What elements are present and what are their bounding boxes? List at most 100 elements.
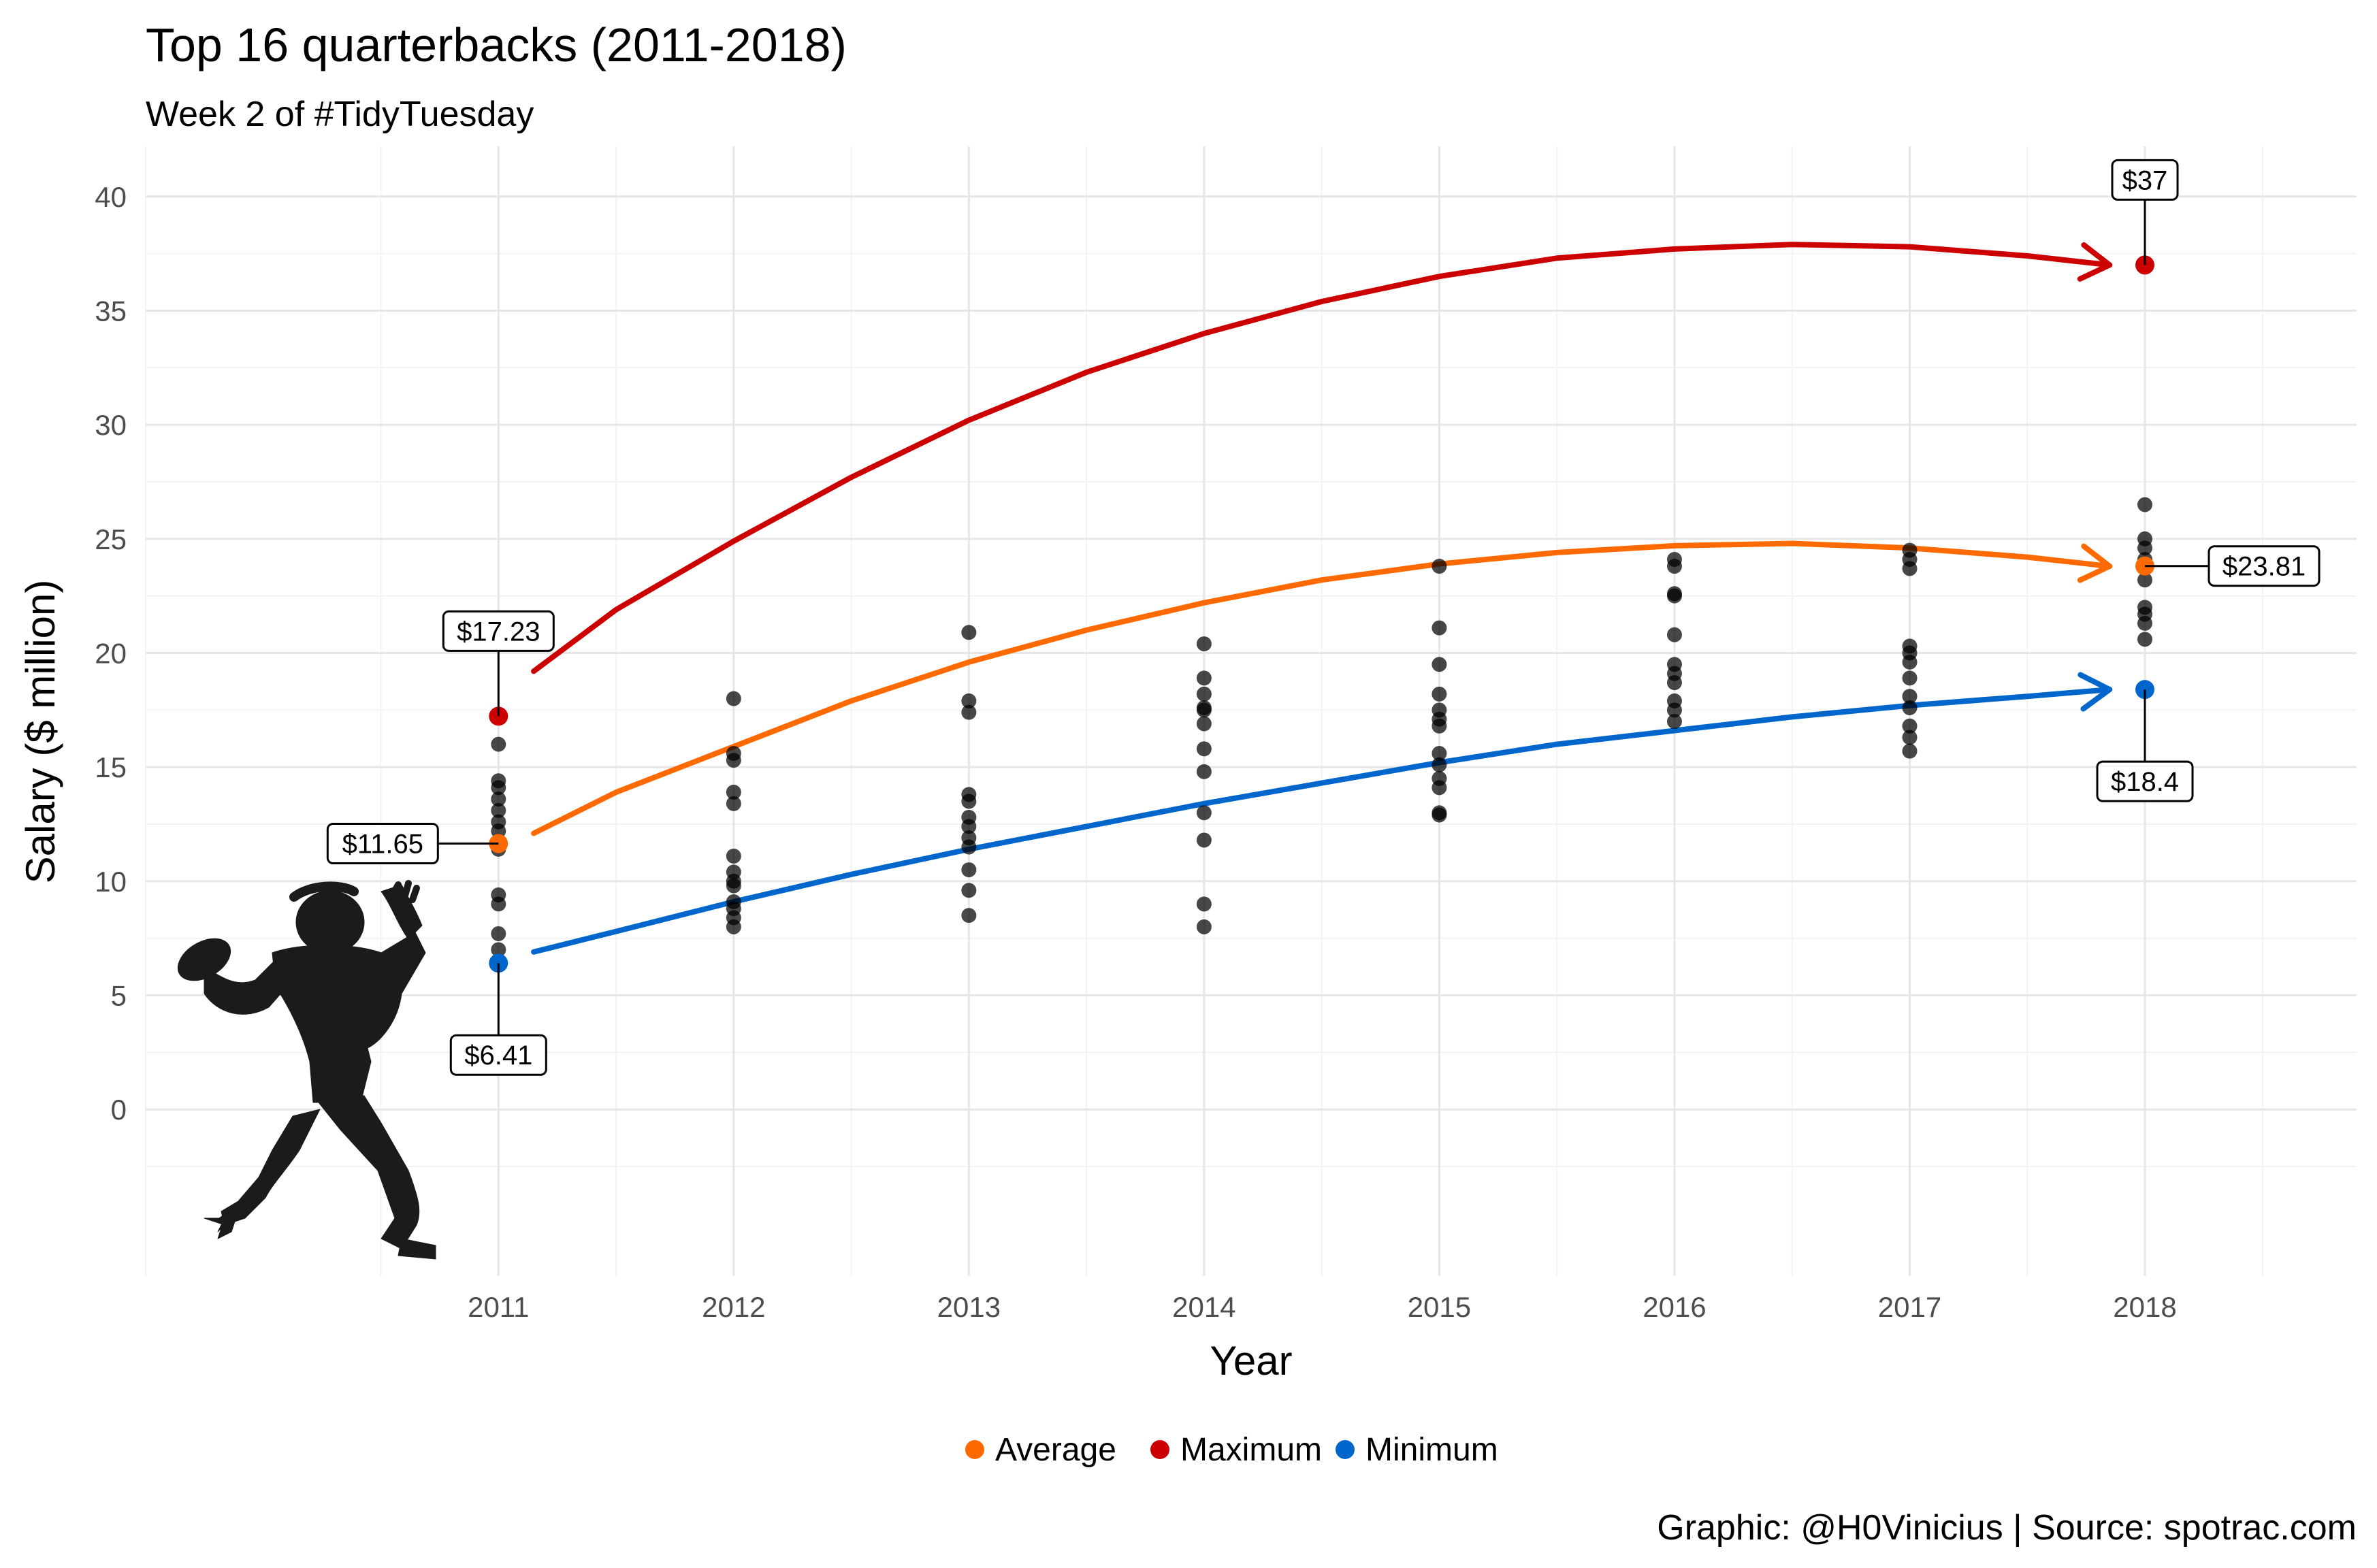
trend-curve-minimum — [531, 687, 2113, 955]
y-tick-label: 40 — [95, 181, 127, 213]
salary-point — [961, 883, 977, 898]
endpoint-labels: $17.23 $37 $11.65 $23.81 $6.41 $18.4 — [326, 159, 2321, 1076]
salary-point — [961, 819, 977, 834]
legend-swatch-minimum — [1336, 1440, 1355, 1459]
salary-point — [1432, 807, 1447, 823]
salary-point — [1432, 780, 1447, 796]
x-tick-label: 2011 — [468, 1291, 529, 1323]
salary-point — [1666, 714, 1682, 730]
salary-point — [491, 896, 506, 912]
salary-point — [491, 780, 506, 796]
salary-point — [1196, 636, 1212, 652]
salary-point — [726, 878, 741, 894]
salary-point — [1196, 764, 1212, 779]
chart-subtitle: Week 2 of #TidyTuesday — [146, 95, 534, 134]
endpoint-label: $23.81 — [2222, 552, 2306, 582]
salary-point — [1432, 757, 1447, 772]
salary-point — [726, 785, 741, 800]
x-tick-label: 2013 — [937, 1291, 1001, 1323]
salary-point — [2137, 540, 2153, 556]
y-tick-label: 30 — [95, 409, 127, 441]
salary-point — [1902, 670, 1918, 686]
endpoint-label: $6.41 — [464, 1041, 532, 1071]
label-box — [442, 610, 555, 652]
arrowhead-average — [2077, 543, 2113, 583]
endpoint-label: $11.65 — [342, 830, 423, 860]
salary-point — [1902, 561, 1918, 576]
salary-point — [1902, 654, 1918, 670]
y-axis-label: Salary ($ million) — [18, 580, 63, 884]
salary-point — [1902, 689, 1918, 704]
legend: Average Maximum Minimum — [965, 1432, 1498, 1468]
salary-point — [2137, 632, 2153, 647]
quarterback-silhouette-icon — [177, 880, 436, 1260]
salary-point — [1902, 700, 1918, 715]
salary-point — [961, 839, 977, 855]
arrowhead-maximum — [2077, 242, 2113, 282]
chart-title: Top 16 quarterbacks (2011-2018) — [146, 18, 847, 71]
salary-point — [726, 796, 741, 811]
gridlines — [145, 146, 2357, 1276]
endpoint-marker-minimum — [2135, 680, 2155, 700]
salary-point — [726, 691, 741, 706]
salary-point — [1196, 702, 1212, 718]
x-tick-label: 2016 — [1643, 1291, 1706, 1323]
trend-curve-maximum — [531, 242, 2113, 674]
x-tick-labels: 2011 2012 2013 2014 2015 2016 2017 2018 — [468, 1291, 2177, 1323]
y-tick-label: 10 — [95, 866, 127, 898]
salary-point — [491, 926, 506, 941]
legend-label-minimum: Minimum — [1365, 1432, 1498, 1468]
salary-point — [2137, 497, 2153, 512]
salary-point — [1196, 919, 1212, 934]
label-box — [326, 823, 439, 865]
salary-point — [491, 802, 506, 818]
salary-point — [961, 794, 977, 809]
label-box — [2096, 760, 2194, 802]
arrowhead-minimum — [2077, 672, 2113, 712]
salary-point — [1902, 743, 1918, 759]
legend-label-maximum: Maximum — [1180, 1432, 1322, 1468]
salary-point — [1196, 832, 1212, 848]
endpoint-label: $37 — [2122, 165, 2168, 195]
salary-point — [1666, 702, 1682, 718]
legend-label-average: Average — [995, 1432, 1116, 1468]
salary-point — [491, 942, 506, 958]
y-tick-label: 0 — [111, 1094, 127, 1126]
salary-point — [491, 736, 506, 752]
x-tick-label: 2018 — [2113, 1291, 2176, 1323]
salary-point — [1432, 718, 1447, 734]
salary-point — [961, 625, 977, 640]
salary-point — [1432, 657, 1447, 672]
salary-point — [2137, 615, 2153, 631]
salary-point — [1432, 686, 1447, 702]
legend-swatch-maximum — [1150, 1440, 1169, 1459]
legend-swatch-average — [965, 1440, 984, 1459]
salary-point — [1666, 627, 1682, 642]
y-tick-labels: 0 5 10 15 20 25 30 35 40 — [95, 181, 127, 1126]
x-tick-label: 2015 — [1408, 1291, 1471, 1323]
chart-caption: Graphic: @H0Vinicius | Source: spotrac.c… — [1657, 1508, 2357, 1548]
salary-point — [1196, 686, 1212, 702]
label-box — [2208, 545, 2321, 587]
salary-point — [1666, 675, 1682, 691]
salary-point — [726, 753, 741, 768]
salary-point — [1432, 746, 1447, 762]
salary-point — [1196, 741, 1212, 757]
salary-point — [961, 862, 977, 878]
salary-point — [491, 791, 506, 807]
x-tick-label: 2017 — [1878, 1291, 1941, 1323]
salary-point — [2137, 572, 2153, 588]
y-tick-label: 20 — [95, 637, 127, 669]
trend-curve-average — [531, 540, 2113, 836]
x-axis-label: Year — [1210, 1338, 1292, 1384]
salary-point — [961, 693, 977, 708]
salary-point — [1902, 718, 1918, 734]
salary-point — [726, 848, 741, 864]
endpoint-label: $17.23 — [457, 617, 540, 647]
salary-point — [1902, 730, 1918, 745]
y-tick-label: 15 — [95, 751, 127, 783]
salary-point — [491, 823, 506, 839]
y-tick-label: 35 — [95, 295, 127, 327]
